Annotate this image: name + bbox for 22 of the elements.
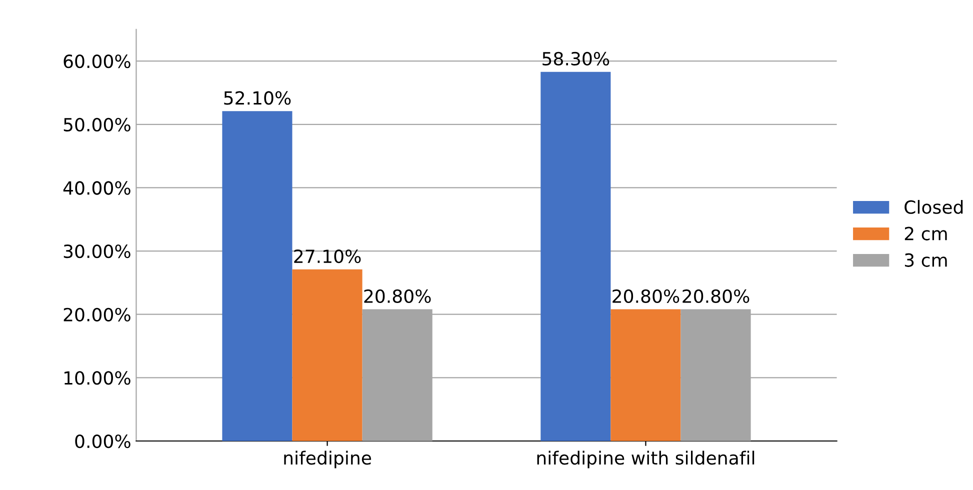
- y-tick-label: 20.00%: [64, 308, 130, 322]
- x-tick-label: nifedipine: [284, 450, 372, 468]
- x-tick-label: nifedipine with sildenafil: [537, 450, 754, 468]
- data-label: 20.80%: [682, 289, 750, 304]
- legend-label: 3 cm: [904, 253, 947, 267]
- data-label: 58.30%: [542, 52, 610, 66]
- bar: [222, 111, 292, 441]
- bar: [292, 269, 362, 441]
- data-label: 20.80%: [364, 289, 431, 304]
- data-label: 27.10%: [294, 249, 361, 264]
- y-tick-label: 0.00%: [75, 434, 130, 448]
- legend-label: Closed: [904, 200, 963, 214]
- y-tick-label: 40.00%: [63, 181, 130, 195]
- y-tick-label: 10.00%: [64, 371, 130, 385]
- legend-label: 2 cm: [904, 226, 947, 240]
- data-label: 20.80%: [612, 289, 680, 304]
- y-tick-label: 60.00%: [64, 54, 130, 68]
- data-label: 52.10%: [224, 91, 291, 105]
- y-tick-label: 30.00%: [64, 244, 130, 258]
- y-tick-label: 50.00%: [64, 118, 130, 132]
- bar: [610, 309, 681, 441]
- bar: [540, 72, 611, 441]
